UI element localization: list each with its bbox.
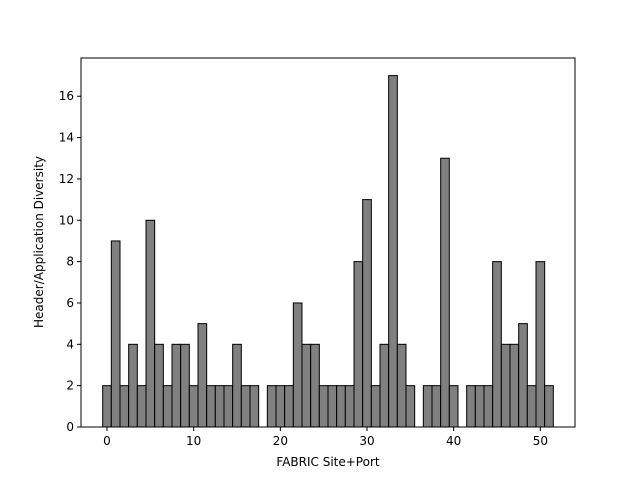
bar [119, 385, 130, 428]
bar [344, 385, 355, 428]
bar [353, 261, 364, 428]
bar [362, 199, 372, 428]
bar [136, 385, 147, 428]
bar [223, 385, 234, 428]
bar [249, 385, 260, 428]
bar [180, 343, 190, 428]
bar [284, 385, 294, 428]
bar [509, 343, 520, 428]
bar [292, 302, 303, 428]
bar [431, 385, 442, 428]
bar [145, 219, 156, 428]
bar [162, 385, 173, 428]
bar [275, 385, 286, 428]
bar [171, 343, 182, 428]
y-tick-label: 14 [59, 131, 74, 145]
y-tick-label: 0 [66, 420, 74, 434]
bar [110, 240, 121, 428]
bar [197, 323, 208, 428]
bar [232, 343, 242, 428]
y-tick-label: 8 [66, 255, 74, 269]
bar [405, 385, 416, 428]
y-axis-label: Header/Application Diversity [32, 156, 46, 328]
x-tick-label: 0 [103, 434, 111, 448]
x-tick-label: 20 [273, 434, 288, 448]
x-tick-label: 40 [446, 434, 461, 448]
bar [526, 385, 537, 428]
bar [396, 343, 407, 428]
bar [318, 385, 329, 428]
y-tick-label: 4 [66, 337, 74, 351]
bar [206, 385, 216, 428]
bar [301, 343, 312, 428]
bar [102, 385, 112, 428]
bar [240, 385, 251, 428]
bar [214, 385, 225, 428]
bar [266, 385, 277, 428]
y-tick-label: 16 [59, 89, 74, 103]
bar [544, 385, 554, 428]
x-tick-label: 10 [186, 434, 201, 448]
x-axis-label: FABRIC Site+Port [276, 455, 379, 469]
bar [422, 385, 433, 428]
bar [336, 385, 346, 428]
bar [500, 343, 511, 428]
y-tick-label: 2 [66, 379, 74, 393]
bar [370, 385, 381, 428]
bar [483, 385, 494, 428]
bar [388, 75, 398, 428]
bar [518, 323, 528, 428]
bar [154, 343, 164, 428]
x-tick-label: 50 [533, 434, 548, 448]
bar [327, 385, 338, 428]
bar [448, 385, 459, 428]
bar [474, 385, 485, 428]
bar [492, 261, 502, 428]
bar [440, 157, 450, 428]
x-tick-label: 30 [359, 434, 374, 448]
y-tick-label: 6 [66, 296, 74, 310]
y-tick-label: 12 [59, 172, 74, 186]
y-tick-label: 10 [59, 213, 74, 227]
bar [310, 343, 320, 428]
bar [188, 385, 199, 428]
plot-frame [80, 57, 576, 428]
bar [466, 385, 476, 428]
bar [379, 343, 390, 428]
bar [535, 261, 546, 428]
bar [128, 343, 138, 428]
